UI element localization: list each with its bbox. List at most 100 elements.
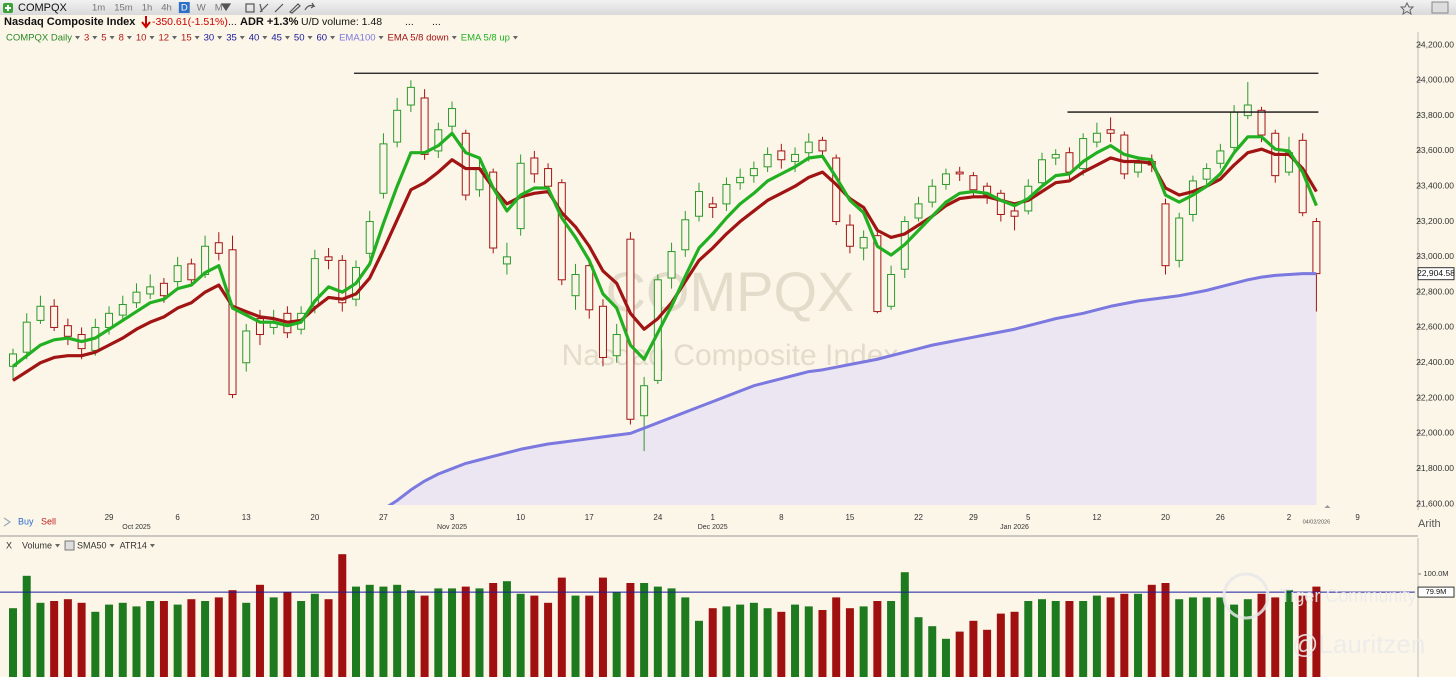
dropdown-caret[interactable]	[378, 36, 384, 40]
volume-bar	[1216, 597, 1225, 677]
symbol[interactable]: COMPQX	[18, 2, 68, 14]
volume-bar	[598, 577, 607, 677]
volume-bar	[461, 586, 470, 677]
legend-item[interactable]: 40	[249, 33, 260, 44]
volume-legend[interactable]: Volume	[22, 540, 52, 550]
candle-body	[50, 305, 59, 328]
more[interactable]: ...	[405, 16, 414, 28]
date-label: 04/02/2026	[1303, 519, 1331, 525]
volume-bar	[1024, 601, 1033, 677]
dropdown-caret[interactable]	[126, 36, 132, 40]
dropdown-caret[interactable]	[512, 36, 518, 40]
tool-icons[interactable]	[220, 2, 316, 14]
volume-bar	[1065, 601, 1074, 677]
volume-bar	[612, 592, 621, 677]
x-tick-label: 1	[710, 513, 715, 522]
volume-bar	[941, 638, 950, 677]
dropdown-caret[interactable]	[217, 36, 223, 40]
volume-bar	[530, 595, 539, 677]
interval-button[interactable]: D	[181, 3, 188, 14]
dropdown-caret[interactable]	[109, 544, 115, 548]
legend-item[interactable]: 8	[119, 33, 124, 44]
x-tick-label: 29	[969, 513, 978, 522]
legend-item[interactable]: 3	[84, 33, 89, 44]
dropdown-caret[interactable]	[109, 36, 115, 40]
legend-item[interactable]: 50	[294, 33, 305, 44]
interval-button[interactable]: M	[215, 3, 223, 14]
interval-button[interactable]: 15m	[114, 3, 133, 14]
volume-bar	[1038, 599, 1046, 677]
more[interactable]: ...	[228, 16, 237, 28]
candle-body	[1202, 168, 1211, 180]
legend-item[interactable]: 35	[226, 33, 237, 44]
legend-item[interactable]: EMA 5/8 down	[388, 33, 449, 44]
dropdown-caret[interactable]	[330, 36, 336, 40]
volume-bar	[22, 575, 31, 677]
dropdown-caret[interactable]	[194, 36, 200, 40]
volume-bar	[1079, 601, 1088, 677]
candle-body	[969, 175, 978, 191]
y-tick-label: 21,800.00	[1416, 463, 1454, 473]
x-tick-label: 26	[1216, 513, 1225, 522]
watermark: COMPQX	[606, 260, 855, 323]
volume-bar	[146, 601, 155, 677]
x-tick-label: 9	[1355, 513, 1360, 522]
volume-bar	[105, 604, 114, 677]
legend-item[interactable]: 12	[158, 33, 169, 44]
buy-button[interactable]: Buy	[18, 516, 34, 526]
interval-button[interactable]: W	[197, 3, 206, 14]
volume-bar	[763, 608, 772, 677]
dropdown-caret[interactable]	[149, 36, 155, 40]
volume-bar	[557, 577, 566, 677]
legend-item[interactable]: EMA 5/8 up	[461, 33, 510, 44]
close-pane[interactable]: X	[6, 540, 12, 550]
legend-item[interactable]: 30	[204, 33, 215, 44]
add-icon[interactable]	[3, 3, 13, 13]
dropdown-caret[interactable]	[172, 36, 178, 40]
interval-button[interactable]: 4h	[161, 3, 172, 14]
legend-item[interactable]: 15	[181, 33, 192, 44]
candle-body	[1134, 162, 1143, 173]
dropdown-caret[interactable]	[92, 36, 98, 40]
favorite-icon[interactable]	[1399, 1, 1415, 16]
candle-body	[571, 274, 580, 297]
interval-button[interactable]: 1m	[92, 3, 105, 14]
dropdown-caret[interactable]	[451, 36, 457, 40]
legend-item[interactable]: 60	[317, 33, 328, 44]
dropdown-caret[interactable]	[284, 36, 290, 40]
volume-bar	[489, 583, 498, 677]
more[interactable]: ...	[432, 16, 441, 28]
y-tick-label: 24,200.00	[1416, 39, 1454, 49]
volume-bar	[406, 590, 415, 677]
candle-body	[1092, 132, 1101, 143]
candle-body	[187, 263, 196, 281]
dropdown-caret[interactable]	[307, 36, 313, 40]
legend-item[interactable]: EMA100	[339, 33, 375, 44]
volume-bar	[173, 604, 182, 677]
candle-body	[626, 238, 635, 420]
y-tick-label: 24,000.00	[1416, 75, 1454, 85]
sell-button[interactable]: Sell	[41, 516, 56, 526]
volume-legend[interactable]: SMA50	[77, 540, 107, 550]
volume-bar	[1010, 611, 1019, 677]
layout-icon[interactable]	[1431, 1, 1449, 14]
sma-box	[1417, 586, 1455, 598]
chart-title[interactable]: COMPQX Daily	[6, 33, 72, 44]
dropdown-caret[interactable]	[149, 544, 155, 548]
volume-bar	[434, 588, 443, 677]
dropdown-caret[interactable]	[74, 36, 80, 40]
dropdown-caret[interactable]	[262, 36, 268, 40]
volume-bar	[845, 608, 854, 677]
legend-item[interactable]: 45	[271, 33, 282, 44]
legend-item[interactable]: 5	[101, 33, 106, 44]
volume-legend[interactable]: ATR14	[120, 540, 147, 550]
dropdown-caret[interactable]	[239, 36, 245, 40]
legend-item[interactable]: 10	[136, 33, 147, 44]
candle-body	[749, 168, 758, 177]
volume-bar	[63, 599, 72, 677]
volume-bar	[297, 601, 306, 677]
scale-label[interactable]: Arith	[1418, 518, 1441, 530]
dropdown-caret[interactable]	[55, 544, 61, 548]
interval-button[interactable]: 1h	[142, 3, 153, 14]
candle-body	[63, 325, 72, 337]
